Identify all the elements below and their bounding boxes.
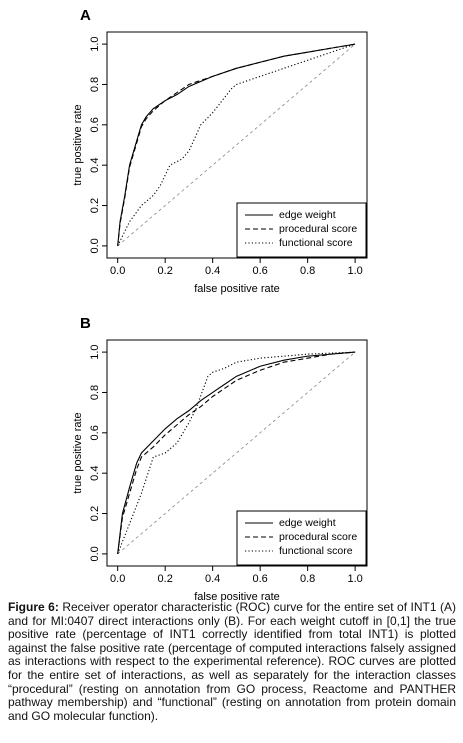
caption: Figure 6: Receiver operator characterist… <box>8 600 456 723</box>
x-tick-label: 0.4 <box>205 265 220 277</box>
x-tick-label: 0.6 <box>253 573 268 585</box>
x-tick-label: 0.0 <box>110 265 125 277</box>
roc-curve <box>117 351 356 554</box>
caption-text: Receiver operator characteristic (ROC) c… <box>8 600 456 723</box>
y-tick-label: 0.8 <box>89 77 101 92</box>
y-tick-label: 0.2 <box>89 198 101 213</box>
panel-label: B <box>80 315 91 332</box>
y-tick-label: 0.2 <box>89 506 101 521</box>
chart: B 0.0 0.2 0.4 0.6 0.8 1.0 0.0 0.2 0.4 0.6 0.8 1.0 fal… <box>72 315 368 603</box>
roc-curve <box>117 43 356 246</box>
legend-label: edge weight <box>279 517 336 529</box>
x-tick-label: 0.2 <box>158 573 173 585</box>
legend-label: procedural score <box>279 223 357 235</box>
legend-box <box>236 202 367 258</box>
x-tick-label: 0.8 <box>300 265 315 277</box>
x-tick-label: 0.8 <box>300 573 315 585</box>
y-tick-label: 0.6 <box>89 117 101 132</box>
y-axis-label: true positive rate <box>72 412 84 493</box>
legend-label: edge weight <box>279 209 336 221</box>
caption-label: Figure 6: <box>8 600 59 614</box>
y-tick-label: 0.0 <box>89 238 101 253</box>
x-tick-label: 0.2 <box>158 265 173 277</box>
legend-label: functional score <box>279 237 353 249</box>
reference-diagonal <box>117 43 356 247</box>
x-tick-label: 0.0 <box>110 573 125 585</box>
chart: A 0.0 0.2 0.4 0.6 0.8 1.0 0.0 0.2 0.4 0.6 0.8 1.0 fal… <box>72 7 368 295</box>
x-tick-label: 1.0 <box>347 265 362 277</box>
plot-frame <box>106 31 368 259</box>
x-tick-label: 1.0 <box>347 573 362 585</box>
legend-label: procedural score <box>279 531 357 543</box>
y-tick-label: 0.0 <box>89 546 101 561</box>
plot-frame <box>106 339 368 567</box>
panel-label: A <box>80 7 91 24</box>
y-tick-label: 1.0 <box>89 344 101 359</box>
y-tick-label: 0.6 <box>89 425 101 440</box>
legend-label: functional score <box>279 545 353 557</box>
x-tick-label: 0.6 <box>253 265 268 277</box>
y-tick-label: 1.0 <box>89 36 101 51</box>
x-tick-label: 0.4 <box>205 573 220 585</box>
y-axis-label: true positive rate <box>72 104 84 185</box>
legend-box <box>236 510 367 566</box>
x-axis-label: false positive rate <box>194 591 280 603</box>
reference-diagonal <box>117 351 356 555</box>
roc-curve <box>117 351 356 555</box>
roc-curve <box>117 43 356 247</box>
x-axis-label: false positive rate <box>194 283 280 295</box>
roc-curve <box>117 351 356 554</box>
y-tick-label: 0.4 <box>89 158 101 173</box>
y-tick-label: 0.4 <box>89 466 101 481</box>
y-tick-label: 0.8 <box>89 385 101 400</box>
